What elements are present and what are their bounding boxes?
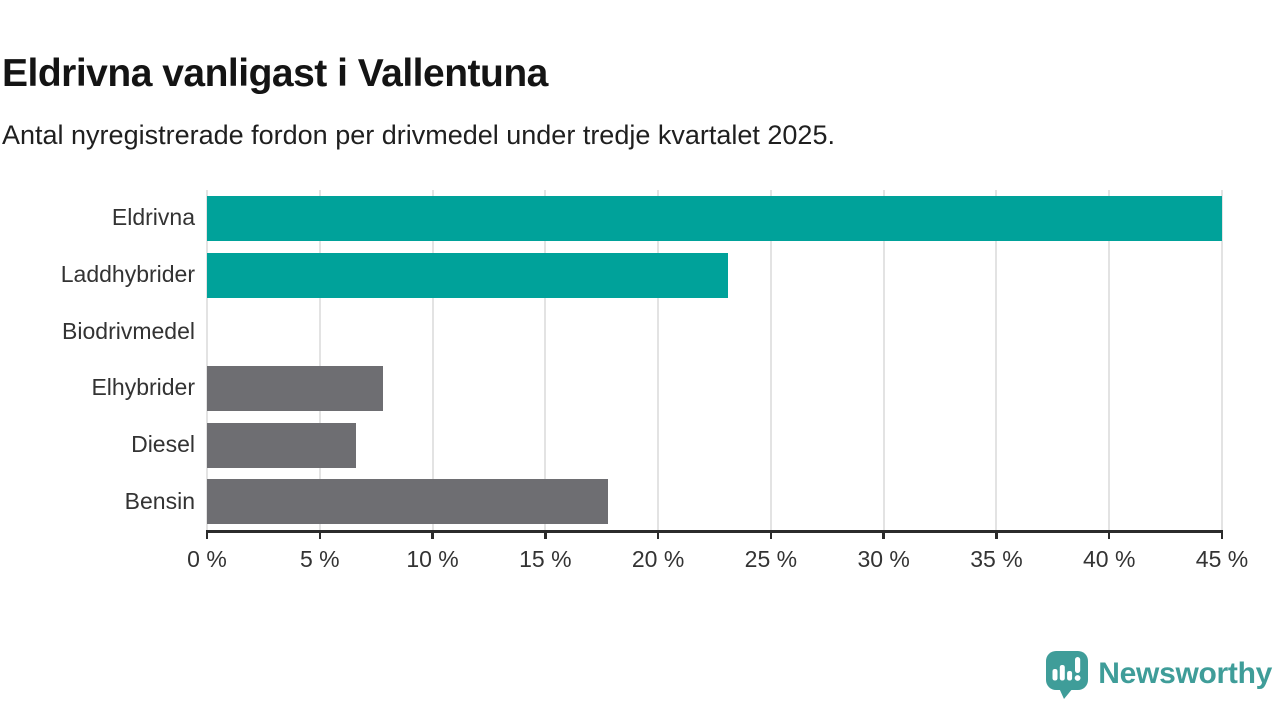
category-label-bensin: Bensin — [124, 487, 195, 514]
bar-elhybrider — [207, 365, 383, 411]
bar-diesel — [207, 422, 356, 468]
x-tick-mark-40 — [1107, 530, 1111, 539]
x-tick-mark-25 — [769, 530, 773, 539]
x-tick-label-20: 20 % — [631, 546, 685, 572]
bar-laddhybrider — [207, 252, 729, 298]
category-label-diesel: Diesel — [131, 431, 195, 457]
gridline-45 — [1221, 190, 1223, 530]
x-axis-line — [206, 530, 1223, 533]
category-label-laddhybrider: Laddhybrider — [60, 261, 195, 287]
x-tick-mark-20 — [656, 530, 660, 539]
gridline-5 — [318, 190, 321, 530]
x-tick-mark-45 — [1220, 530, 1224, 539]
x-tick-label-0: 0 % — [187, 546, 227, 572]
x-tick-label-15: 15 % — [519, 546, 572, 572]
x-tick-mark-35 — [995, 530, 998, 539]
category-label-eldrivna: Eldrivna — [111, 204, 195, 231]
x-tick-mark-15 — [544, 530, 547, 539]
gridline-35 — [995, 190, 998, 530]
x-tick-label-35: 35 % — [970, 546, 1023, 572]
gridline-30 — [882, 190, 885, 530]
brand-name: Newsworthy — [1098, 657, 1272, 690]
branding: Newsworthy — [1045, 648, 1272, 700]
chart-subtitle: Antal nyregistrerade fordon per drivmede… — [2, 120, 835, 150]
newsworthy-speech-bubble-chart-icon — [1045, 648, 1089, 700]
bar-eldrivna — [207, 195, 1222, 241]
x-tick-label-40: 40 % — [1083, 546, 1136, 572]
x-tick-mark-5 — [318, 530, 322, 539]
gridline-10 — [431, 190, 434, 530]
bar-bensin — [207, 479, 609, 525]
category-label-elhybrider: Elhybrider — [91, 374, 195, 401]
x-tick-label-45: 45 % — [1195, 546, 1249, 572]
gridline-40 — [1108, 190, 1111, 530]
x-tick-mark-10 — [431, 530, 434, 539]
gridline-0 — [206, 190, 208, 530]
category-label-biodrivmedel: Biodrivmedel — [62, 317, 195, 344]
x-tick-label-10: 10 % — [406, 546, 459, 572]
gridline-15 — [544, 190, 547, 530]
chart-title: Eldrivna vanligast i Vallentuna — [2, 52, 548, 96]
gridline-20 — [657, 190, 660, 530]
x-tick-label-30: 30 % — [857, 546, 910, 572]
gridline-25 — [769, 190, 772, 530]
x-tick-label-25: 25 % — [744, 546, 798, 572]
x-tick-label-5: 5 % — [299, 546, 340, 572]
x-tick-mark-0 — [205, 530, 209, 539]
x-tick-mark-30 — [882, 530, 885, 539]
